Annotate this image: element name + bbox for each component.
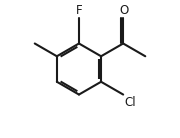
Text: F: F xyxy=(76,4,82,17)
Text: Cl: Cl xyxy=(125,96,136,109)
Text: O: O xyxy=(119,4,128,17)
